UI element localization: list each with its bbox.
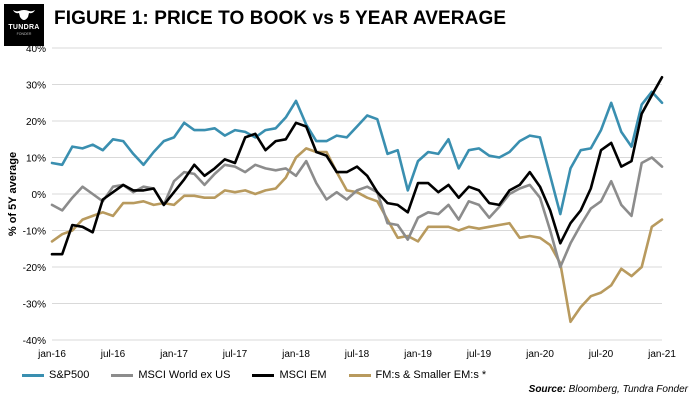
source-label: Source: bbox=[528, 384, 566, 395]
logo-sub: FONDER bbox=[16, 32, 32, 36]
x-tick-label: jul-18 bbox=[344, 349, 370, 360]
logo-brand: TUNDRA bbox=[8, 24, 40, 31]
x-tick-labels: jan-16 jul-16 jan-17 jul-17 jan-18 jul-18 jan-… bbox=[37, 349, 676, 360]
y-tick-label: 30% bbox=[26, 81, 46, 92]
y-tick-label: -10% bbox=[23, 227, 46, 238]
legend-label: MSCI EM bbox=[279, 369, 327, 381]
series-line-fm-s-smaller-em-s bbox=[50, 147, 664, 324]
x-tick-label: jul-16 bbox=[100, 349, 126, 360]
y-tick-labels: -40% -30% -20% -10% 0% 10% 20% 30% 40% bbox=[23, 44, 46, 347]
x-tick-label: jan-19 bbox=[403, 349, 432, 360]
x-tick-label: jan-21 bbox=[647, 349, 676, 360]
y-tick-label: -20% bbox=[23, 263, 46, 274]
y-tick-label: 40% bbox=[26, 44, 46, 55]
legend-item: FM:s & Smaller EM:s * bbox=[348, 369, 487, 381]
y-tick-label: 20% bbox=[26, 117, 46, 128]
y-tick-label: -30% bbox=[23, 300, 46, 311]
x-tick-label: jan-18 bbox=[281, 349, 310, 360]
figure-title: FIGURE 1: PRICE TO BOOK vs 5 YEAR AVERAG… bbox=[54, 8, 507, 29]
series-line-msci-em bbox=[50, 75, 664, 256]
y-tick-label: -40% bbox=[23, 336, 46, 347]
series-line-s-p500 bbox=[50, 90, 664, 216]
x-tick-label: jul-19 bbox=[466, 349, 492, 360]
x-tick-label: jan-16 bbox=[37, 349, 66, 360]
legend-swatch bbox=[22, 373, 44, 377]
legend-swatch bbox=[111, 373, 134, 377]
y-tick-label: 0% bbox=[32, 190, 47, 201]
legend-label: FM:s & Smaller EM:s * bbox=[375, 369, 487, 381]
legend-label: MSCI World ex US bbox=[138, 369, 231, 381]
legend-swatch bbox=[348, 373, 371, 377]
legend-label: S&P500 bbox=[49, 369, 90, 381]
bull-icon bbox=[13, 10, 35, 20]
source-note: Source: Bloomberg, Tundra Fonder bbox=[529, 384, 688, 395]
tundra-logo: TUNDRA FONDER bbox=[4, 4, 44, 46]
legend-item: MSCI World ex US bbox=[111, 369, 230, 381]
series-lines bbox=[50, 75, 664, 324]
x-tick-label: jul-17 bbox=[222, 349, 248, 360]
legend-swatch bbox=[252, 373, 275, 377]
x-tick-label: jan-17 bbox=[159, 349, 188, 360]
x-tick-label: jul-20 bbox=[588, 349, 614, 360]
legend-item: S&P500 bbox=[22, 369, 89, 381]
legend: S&P500 MSCI World ex US MSCI EM FM:s & Smal… bbox=[22, 369, 508, 381]
legend-item: MSCI EM bbox=[252, 369, 327, 381]
y-tick-label: 10% bbox=[26, 154, 46, 165]
x-tick-label: jan-20 bbox=[525, 349, 554, 360]
source-text: Bloomberg, Tundra Fonder bbox=[568, 384, 688, 395]
gridlines bbox=[52, 47, 662, 341]
y-axis-label: % of 5Y average bbox=[7, 152, 19, 236]
